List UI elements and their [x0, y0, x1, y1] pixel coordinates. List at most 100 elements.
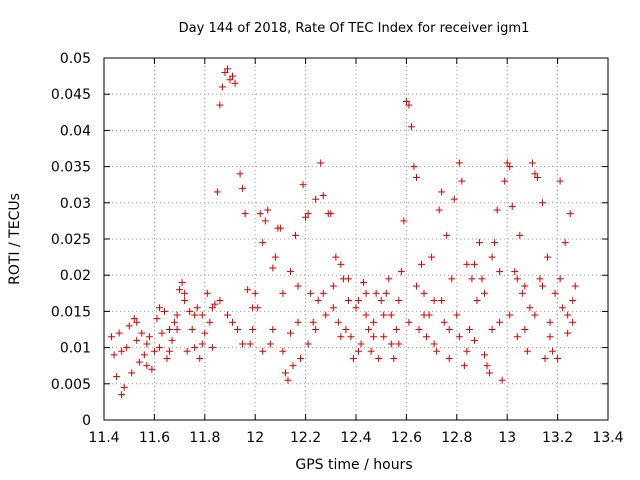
data-point: [355, 297, 363, 305]
data-point: [337, 260, 345, 268]
data-points: [108, 65, 579, 399]
data-point: [239, 184, 247, 192]
data-point: [521, 282, 529, 290]
data-point: [533, 173, 541, 181]
data-point: [221, 68, 229, 76]
data-point: [405, 318, 413, 326]
data-point: [259, 239, 267, 247]
data-point: [133, 318, 141, 326]
data-point: [226, 76, 234, 84]
data-point: [556, 275, 564, 283]
data-point: [387, 311, 395, 319]
data-point: [443, 231, 451, 239]
data-point: [488, 253, 496, 261]
data-point: [397, 268, 405, 276]
data-point: [549, 347, 557, 355]
data-point: [561, 239, 569, 247]
data-point: [108, 333, 116, 341]
data-point: [314, 297, 322, 305]
data-point: [440, 318, 448, 326]
data-point: [470, 336, 478, 344]
data-point: [128, 369, 136, 377]
data-point: [208, 344, 216, 352]
data-point: [186, 307, 194, 315]
data-point: [395, 297, 403, 305]
data-point: [198, 311, 206, 319]
data-point: [455, 159, 463, 167]
data-point: [450, 195, 458, 203]
data-point: [239, 340, 247, 348]
data-point: [551, 289, 559, 297]
data-point: [266, 340, 274, 348]
data-point: [271, 253, 279, 261]
data-point: [564, 329, 572, 337]
data-point: [541, 354, 549, 362]
data-point: [372, 289, 380, 297]
data-point: [415, 326, 423, 333]
data-point: [370, 318, 378, 326]
data-point: [120, 383, 128, 391]
data-point: [208, 304, 216, 312]
data-point: [299, 181, 307, 189]
data-point: [463, 347, 471, 355]
data-point: [123, 344, 131, 352]
data-point: [370, 333, 378, 341]
data-point: [360, 278, 368, 286]
data-point: [286, 329, 294, 337]
data-point: [304, 210, 312, 218]
data-point: [191, 344, 199, 352]
data-point: [143, 340, 151, 348]
data-point: [349, 354, 357, 362]
data-point: [470, 260, 478, 268]
data-point: [445, 354, 453, 362]
data-point: [430, 297, 438, 305]
data-point: [342, 326, 350, 333]
data-point: [569, 318, 577, 326]
data-point: [546, 318, 554, 326]
data-point: [430, 340, 438, 348]
data-point: [317, 159, 325, 167]
data-point: [294, 318, 302, 326]
data-point: [448, 275, 456, 283]
y-tick-label: 0.03: [60, 196, 91, 212]
data-point: [171, 318, 179, 326]
data-point: [148, 365, 156, 373]
y-tick-label: 0.015: [51, 304, 91, 320]
chart-title: Day 144 of 2018, Rate Of TEC Index for r…: [179, 21, 530, 36]
y-axis-ticks: 0 0.005 0.01 0.015 0.02 0.025 0.03 0.035 0.04 0.0…: [51, 51, 608, 429]
data-point: [377, 297, 385, 305]
data-point: [276, 224, 284, 232]
data-point: [362, 311, 370, 319]
data-point: [115, 329, 123, 337]
data-point: [536, 275, 544, 283]
data-point: [160, 307, 168, 315]
data-point: [236, 170, 244, 178]
data-point: [390, 354, 398, 362]
data-point: [493, 206, 501, 214]
data-point: [418, 260, 426, 268]
data-point: [223, 311, 231, 319]
data-point: [229, 72, 237, 80]
data-point: [382, 289, 390, 297]
x-tick-label: 13.4: [592, 430, 623, 446]
data-point: [365, 326, 373, 333]
grid-lines: [104, 58, 608, 420]
data-point: [498, 376, 506, 384]
data-point: [181, 289, 189, 297]
x-axis-ticks: 11.4 11.6 11.8 12 12.2 12.4 12.6 12.8 13 13.2 13.4: [88, 58, 624, 446]
data-point: [402, 97, 410, 105]
data-point: [297, 354, 305, 362]
data-point: [138, 329, 146, 337]
data-point: [223, 65, 231, 73]
y-tick-label: 0.04: [60, 123, 91, 139]
data-point: [130, 315, 138, 323]
data-point: [367, 347, 375, 355]
data-point: [463, 260, 471, 268]
data-point: [118, 347, 126, 355]
data-point: [249, 326, 257, 333]
data-point: [496, 268, 504, 276]
data-point: [559, 304, 567, 312]
data-point: [269, 264, 277, 272]
x-tick-label: 13: [498, 430, 516, 446]
